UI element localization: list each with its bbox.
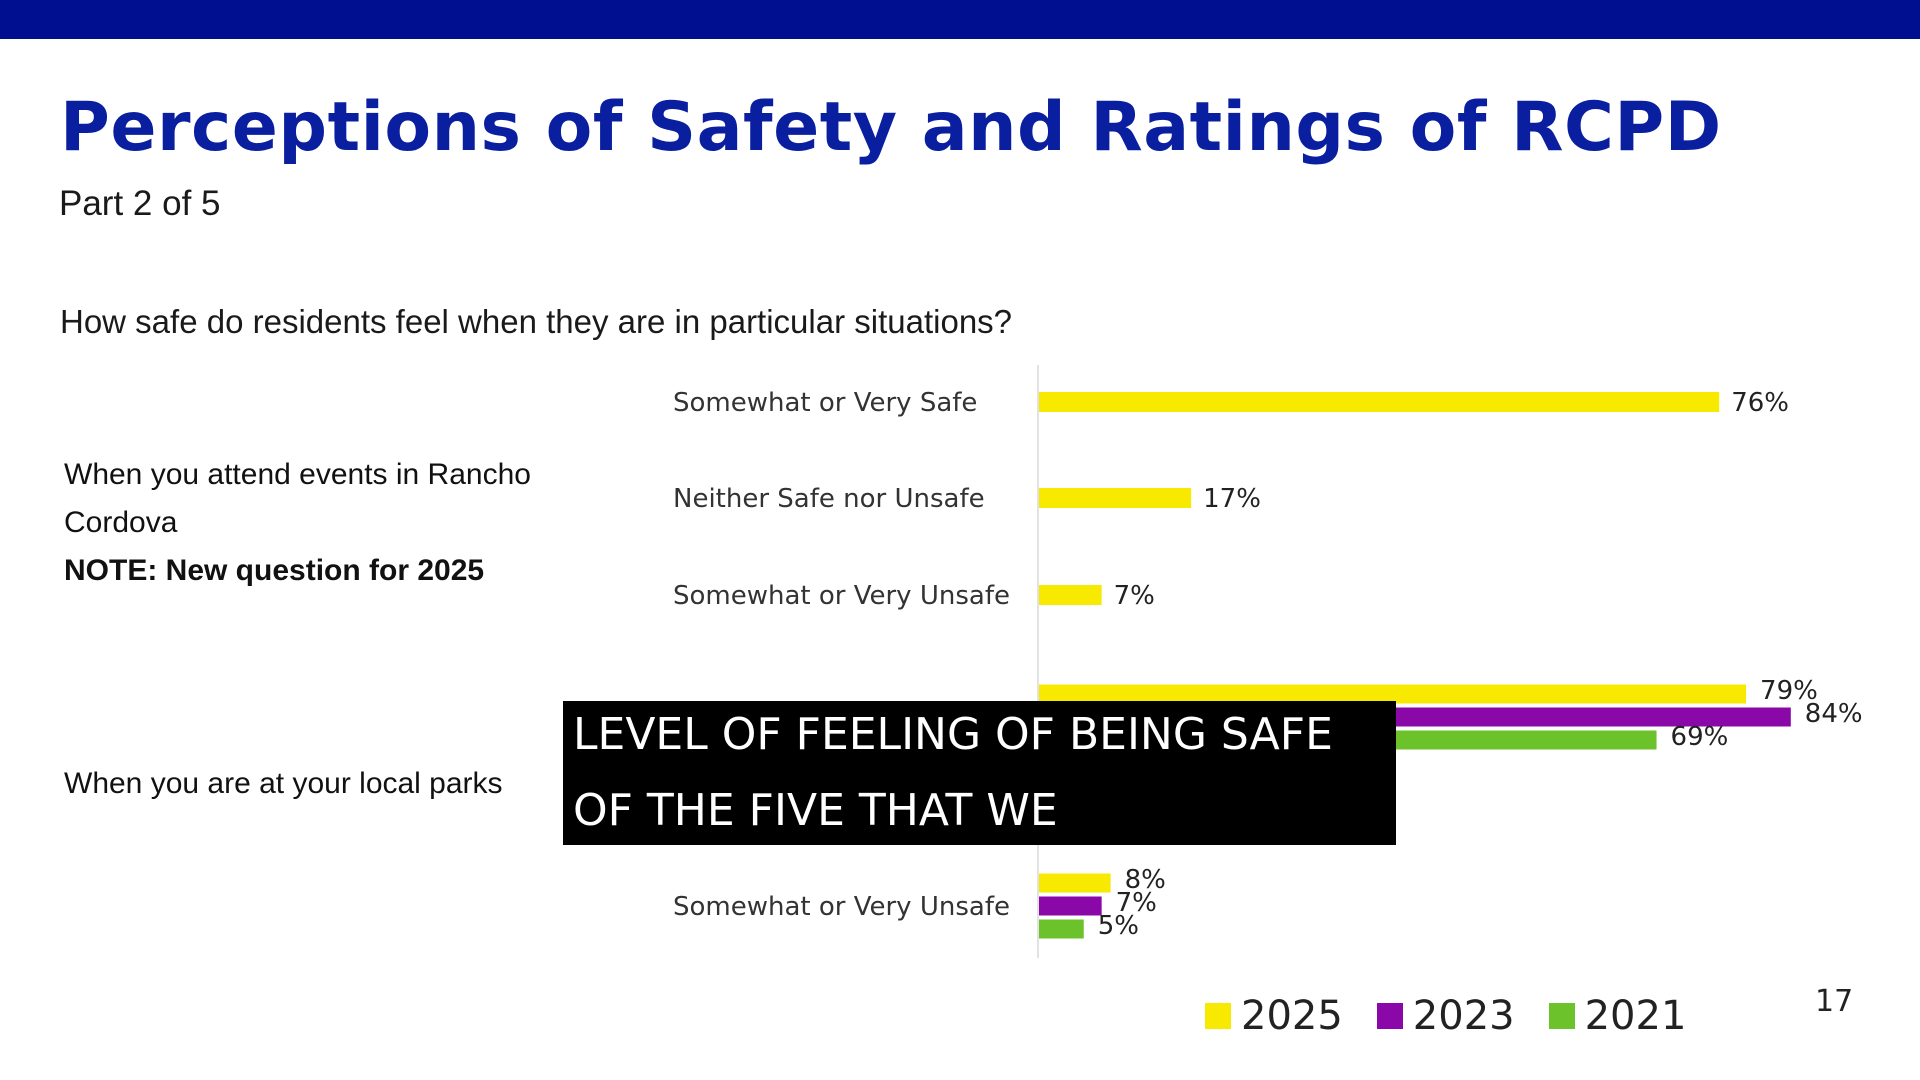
video-caption: LEVEL OF FEELING OF BEING SAFE OF THE FI… <box>563 701 1396 845</box>
group-label-parks: When you are at your local parks <box>64 767 503 800</box>
caption-line-1: LEVEL OF FEELING OF BEING SAFE <box>573 709 1333 760</box>
chart-legend: 2025 2023 2021 <box>1205 993 1720 1039</box>
legend-item-2025: 2025 <box>1205 993 1343 1039</box>
legend-label-2025: 2025 <box>1241 993 1343 1039</box>
page-number: 17 <box>1815 984 1854 1019</box>
bar-2025 <box>1039 684 1747 704</box>
legend-swatch-2021 <box>1548 1003 1575 1029</box>
legend-swatch-2023 <box>1376 1003 1403 1029</box>
bar-2025 <box>1039 585 1102 605</box>
bar-2023 <box>1039 896 1102 916</box>
top-banner <box>0 0 1920 39</box>
group-label-events-line1: When you attend events in Rancho <box>64 458 531 491</box>
slide-title: Perceptions of Safety and Ratings of RCP… <box>60 88 1722 167</box>
bar-2025 <box>1039 392 1720 412</box>
group-label-events: When you attend events in Rancho Cordova… <box>64 451 531 595</box>
survey-question: How safe do residents feel when they are… <box>60 303 1013 340</box>
legend-item-2023: 2023 <box>1376 993 1515 1039</box>
caption-line-2: OF THE FIVE THAT WE <box>573 785 1058 836</box>
data-label-2025: 79% <box>1760 676 1818 706</box>
slide-subtitle: Part 2 of 5 <box>59 184 221 223</box>
legend-swatch-2025 <box>1205 1003 1231 1029</box>
category-label: Somewhat or Very Unsafe <box>673 581 1010 611</box>
legend-item-2021: 2021 <box>1548 993 1687 1039</box>
safety-bar-chart: Somewhat or Very Safe 76% Neither Safe nor… <box>673 365 1863 958</box>
bar-2025 <box>1039 488 1192 508</box>
data-label-2025: 17% <box>1203 484 1261 514</box>
category-label: Somewhat or Very Safe <box>673 388 977 418</box>
data-label-2025: 8% <box>1125 865 1166 895</box>
data-label-2021: 5% <box>1098 911 1139 941</box>
data-label-2023: 7% <box>1116 888 1157 918</box>
new-question-note: NOTE: New question for 2025 <box>64 554 485 587</box>
bar-2021 <box>1039 919 1084 939</box>
category-label: Neither Safe nor Unsafe <box>673 484 985 514</box>
bar-2025 <box>1039 873 1111 893</box>
legend-label-2021: 2021 <box>1584 993 1687 1039</box>
group-label-events-line2: Cordova <box>64 506 178 539</box>
data-label-2023: 84% <box>1805 699 1863 729</box>
data-label-2025: 7% <box>1114 581 1155 611</box>
category-label: Somewhat or Very Unsafe <box>673 892 1010 922</box>
legend-label-2023: 2023 <box>1412 993 1515 1039</box>
data-label-2021: 69% <box>1671 722 1729 752</box>
data-label-2025: 76% <box>1731 388 1789 418</box>
